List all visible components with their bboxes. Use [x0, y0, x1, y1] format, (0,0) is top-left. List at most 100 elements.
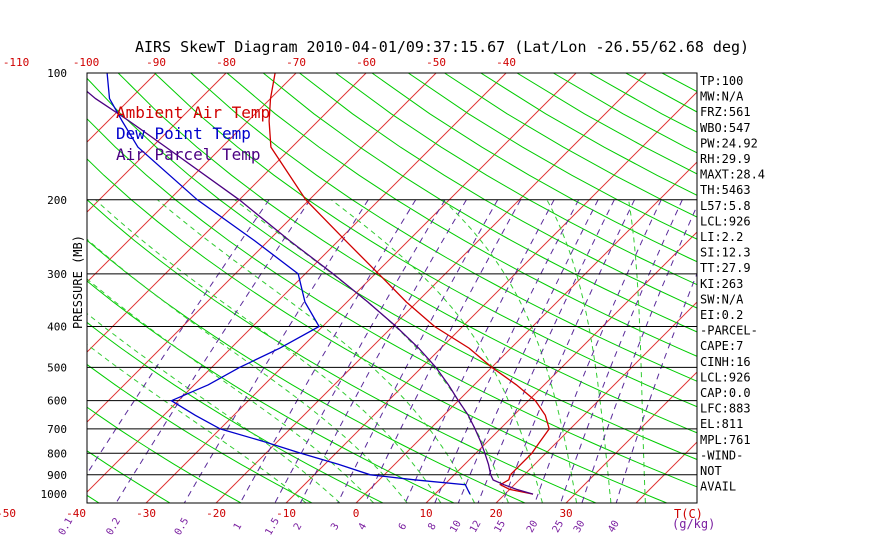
- isotherm-line: [565, 371, 697, 503]
- mixing-ratio-tick-label: 15: [493, 519, 509, 535]
- pressure-grid: [87, 199, 697, 476]
- pressure-tick-label: 300: [47, 268, 67, 281]
- stat-line: AVAIL: [700, 480, 736, 494]
- top-temp-tick-label: -70: [286, 56, 306, 69]
- stat-line: CAP:0.0: [700, 386, 751, 400]
- mixing-ratio-tick-label: 0.2: [105, 516, 124, 537]
- bottom-temp-tick-label: 10: [419, 507, 432, 520]
- stat-line: LCL:926: [700, 370, 751, 384]
- moist-adiabat-line: [331, 199, 543, 503]
- stat-line: SW:N/A: [700, 292, 744, 306]
- dry-adiabat-line: [226, 73, 697, 357]
- mixing-ratio-line: [434, 199, 580, 503]
- stat-line: MPL:761: [700, 433, 751, 447]
- stat-line: MAXT:28.4: [700, 168, 765, 182]
- mixing-ratio-line: [337, 199, 499, 503]
- top-temp-tick-label: -90: [146, 56, 166, 69]
- bottom-temp-tick-label: -40: [66, 507, 86, 520]
- pressure-tick-label: 600: [47, 395, 67, 408]
- dry-adiabat-line: [87, 450, 171, 503]
- mixing-unit-label: (g/kg): [672, 517, 715, 531]
- mixing-ratio-tick-label: 8: [426, 521, 439, 532]
- stat-line: CAPE:7: [700, 339, 743, 353]
- mixing-ratio-tick-label: 3: [329, 521, 342, 532]
- stat-line: L57:5.8: [700, 199, 751, 213]
- mixing-ratio-tick-label: 25: [551, 519, 567, 535]
- stat-line: SI:12.3: [700, 246, 751, 260]
- background-lines: [0, 73, 870, 503]
- moist-adiabat-line: [157, 199, 476, 503]
- mixing-ratio-tick-label: 30: [572, 519, 588, 535]
- isotherm-line: [776, 73, 870, 503]
- moist-adiabat-line: [628, 199, 646, 503]
- stat-line: WBO:547: [700, 121, 751, 135]
- legend-dewpoint: Dew Point Temp: [116, 124, 251, 143]
- bottom-temp-tick-label: 0: [353, 507, 360, 520]
- mixing-ratio-line: [615, 272, 697, 503]
- mixing-ratio-line: [560, 199, 683, 503]
- stat-line: LFC:883: [700, 402, 751, 416]
- mixing-ratio-tick-label: 2: [292, 521, 305, 532]
- bottom-temp-tick-label: -30: [136, 507, 156, 520]
- stat-line: TT:27.9: [700, 261, 751, 275]
- stat-line: FRZ:561: [700, 105, 751, 119]
- mixing-ratio-line: [274, 199, 446, 503]
- stat-line: -WIND-: [700, 448, 743, 462]
- dry-adiabat-line: [408, 73, 697, 240]
- pressure-tick-label: 1000: [41, 488, 68, 501]
- stat-line: TP:100: [700, 74, 743, 88]
- dry-adiabat-line: [87, 77, 697, 461]
- stat-line: PW:24.92: [700, 136, 758, 150]
- plot-frame: [86, 72, 698, 504]
- mixing-ratio-line: [183, 199, 369, 503]
- moist-adiabat-line: [234, 199, 509, 503]
- bottom-temp-tick-label: 20: [489, 507, 502, 520]
- top-temp-tick-label: -50: [426, 56, 446, 69]
- pressure-tick-label: 700: [47, 423, 67, 436]
- air-parcel-temp-line: [87, 90, 534, 495]
- y-axis-label: PRESSURE (MB): [71, 235, 85, 329]
- stat-line: CINH:16: [700, 355, 751, 369]
- isotherm-line: [355, 161, 697, 503]
- isotherm-line: [425, 231, 697, 503]
- dry-adiabat-line: [190, 73, 697, 382]
- dry-adiabat-line: [87, 406, 242, 503]
- pressure-tick-label: 500: [47, 361, 67, 374]
- mixing-ratio-line: [87, 199, 270, 475]
- series-lines: [87, 73, 550, 495]
- stat-line: LI:2.2: [700, 230, 743, 244]
- moist-adiabat-line: [87, 312, 341, 503]
- pressure-tick-label: 200: [47, 194, 67, 207]
- dry-adiabat-line: [480, 73, 697, 196]
- stat-line: EI:0.2: [700, 308, 743, 322]
- dry-adiabat-line: [262, 73, 697, 333]
- mixing-ratio-line: [115, 199, 311, 503]
- mixing-ratio-line: [239, 199, 417, 503]
- pressure-tick-label: 800: [47, 447, 67, 460]
- dry-adiabat-line: [335, 73, 697, 286]
- bottom-temp-tick-label: -10: [276, 507, 296, 520]
- mixing-ratio-tick-label: 12: [468, 519, 484, 535]
- dry-adiabat-line: [371, 73, 697, 263]
- moist-adiabat-line: [95, 199, 442, 503]
- moist-adiabat-line: [442, 199, 578, 503]
- pressure-tick-label: 100: [47, 67, 67, 80]
- dry-adiabat-line: [154, 73, 697, 408]
- mixing-ratio-tick-label: 4: [357, 521, 370, 532]
- isotherm-line: [0, 73, 16, 503]
- mixing-ratio-line: [404, 199, 555, 503]
- pressure-tick-label: 400: [47, 321, 67, 334]
- bottom-temp-tick-label: -20: [206, 507, 226, 520]
- moist-adiabat-line: [546, 199, 612, 503]
- stat-line: TH:5463: [700, 183, 751, 197]
- stat-line: MW:N/A: [700, 90, 744, 104]
- isotherm-line: [145, 73, 577, 503]
- bottom-temp-tick-label: -50: [0, 507, 16, 520]
- dry-adiabat-line: [87, 239, 526, 503]
- mixing-ratio-line: [299, 199, 467, 503]
- stat-line: -PARCEL-: [700, 324, 758, 338]
- mixing-ratio-tick-label: 6: [397, 521, 410, 532]
- isotherm-line: [215, 73, 647, 503]
- mixing-ratio-line: [364, 199, 522, 503]
